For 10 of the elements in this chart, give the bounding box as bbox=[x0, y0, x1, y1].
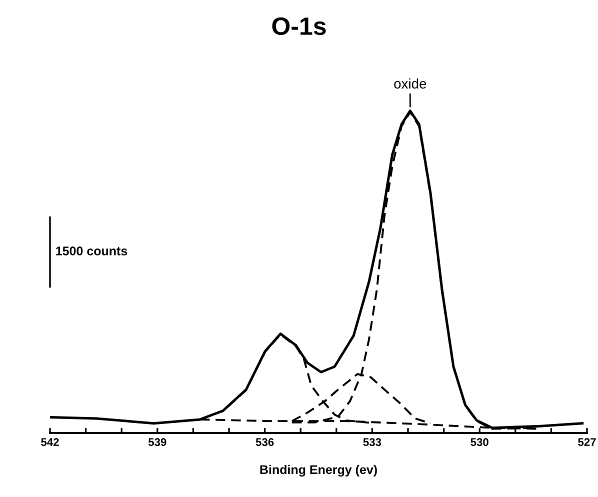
annotation: oxide bbox=[394, 78, 426, 89]
x-tick-label: 527 bbox=[578, 438, 596, 446]
chart-title: O-1s bbox=[272, 17, 326, 36]
x-axis-title: Binding Energy (ev) bbox=[260, 464, 377, 477]
x-tick-label: 533 bbox=[363, 438, 382, 446]
x-tick-label: 539 bbox=[148, 438, 166, 446]
annotation: 1500 counts bbox=[56, 246, 128, 256]
x-tick-label: 542 bbox=[41, 438, 59, 446]
x-tick-label: 536 bbox=[256, 438, 274, 446]
x-tick-label: 530 bbox=[470, 438, 488, 446]
